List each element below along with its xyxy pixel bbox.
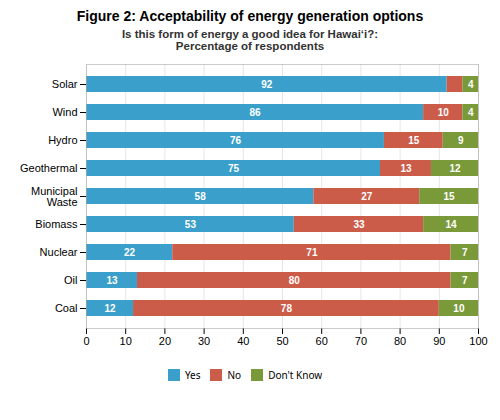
svg-text:12: 12 [449,163,461,174]
svg-text:75: 75 [228,163,240,174]
svg-text:7: 7 [462,247,468,258]
svg-text:13: 13 [106,275,118,286]
svg-text:4: 4 [468,107,474,118]
svg-text:Hydro: Hydro [48,134,77,146]
svg-text:Geothermal: Geothermal [20,162,77,174]
svg-text:71: 71 [306,247,318,258]
svg-text:70: 70 [355,335,367,347]
svg-text:4: 4 [468,79,474,90]
svg-text:0: 0 [83,335,89,347]
svg-text:80: 80 [394,335,406,347]
svg-text:86: 86 [249,107,261,118]
svg-text:Solar: Solar [52,78,78,90]
svg-text:78: 78 [281,303,293,314]
svg-text:Biomass: Biomass [35,218,78,230]
svg-text:20: 20 [159,335,171,347]
html-text:Figure 2: Acceptability of ene: Figure 2: Acceptability of energy genera… [76,8,424,24]
svg-text:Coal: Coal [55,302,78,314]
svg-text:76: 76 [230,135,242,146]
svg-text:10: 10 [453,303,465,314]
svg-text:33: 33 [353,219,365,230]
svg-text:60: 60 [316,335,328,347]
html-text:No: No [227,367,242,382]
svg-text:MunicipalWaste: MunicipalWaste [31,185,77,208]
svg-text:14: 14 [445,219,457,230]
svg-text:9: 9 [458,135,464,146]
svg-text:50: 50 [276,335,288,347]
svg-text:13: 13 [400,163,412,174]
svg-text:58: 58 [195,191,207,202]
svg-text:7: 7 [462,275,468,286]
svg-text:30: 30 [198,335,210,347]
html-text:Don't Know: Don't Know [268,367,323,382]
html-text:Is this form of energy a good: Is this form of energy a good idea for H… [121,28,379,52]
svg-text:100: 100 [469,335,487,347]
svg-text:22: 22 [124,247,136,258]
svg-text:Wind: Wind [52,106,77,118]
svg-text:12: 12 [104,303,116,314]
svg-text:10: 10 [120,335,132,347]
svg-text:40: 40 [237,335,249,347]
svg-text:90: 90 [433,335,445,347]
svg-text:53: 53 [185,219,197,230]
svg-text:Nuclear: Nuclear [40,246,78,258]
html-text:Yes: Yes [184,367,201,382]
svg-text:15: 15 [408,135,420,146]
svg-text:27: 27 [361,191,373,202]
svg-text:80: 80 [289,275,301,286]
svg-text:92: 92 [261,79,273,90]
svg-text:Oil: Oil [64,274,77,286]
svg-text:15: 15 [444,191,456,202]
svg-text:10: 10 [438,107,450,118]
